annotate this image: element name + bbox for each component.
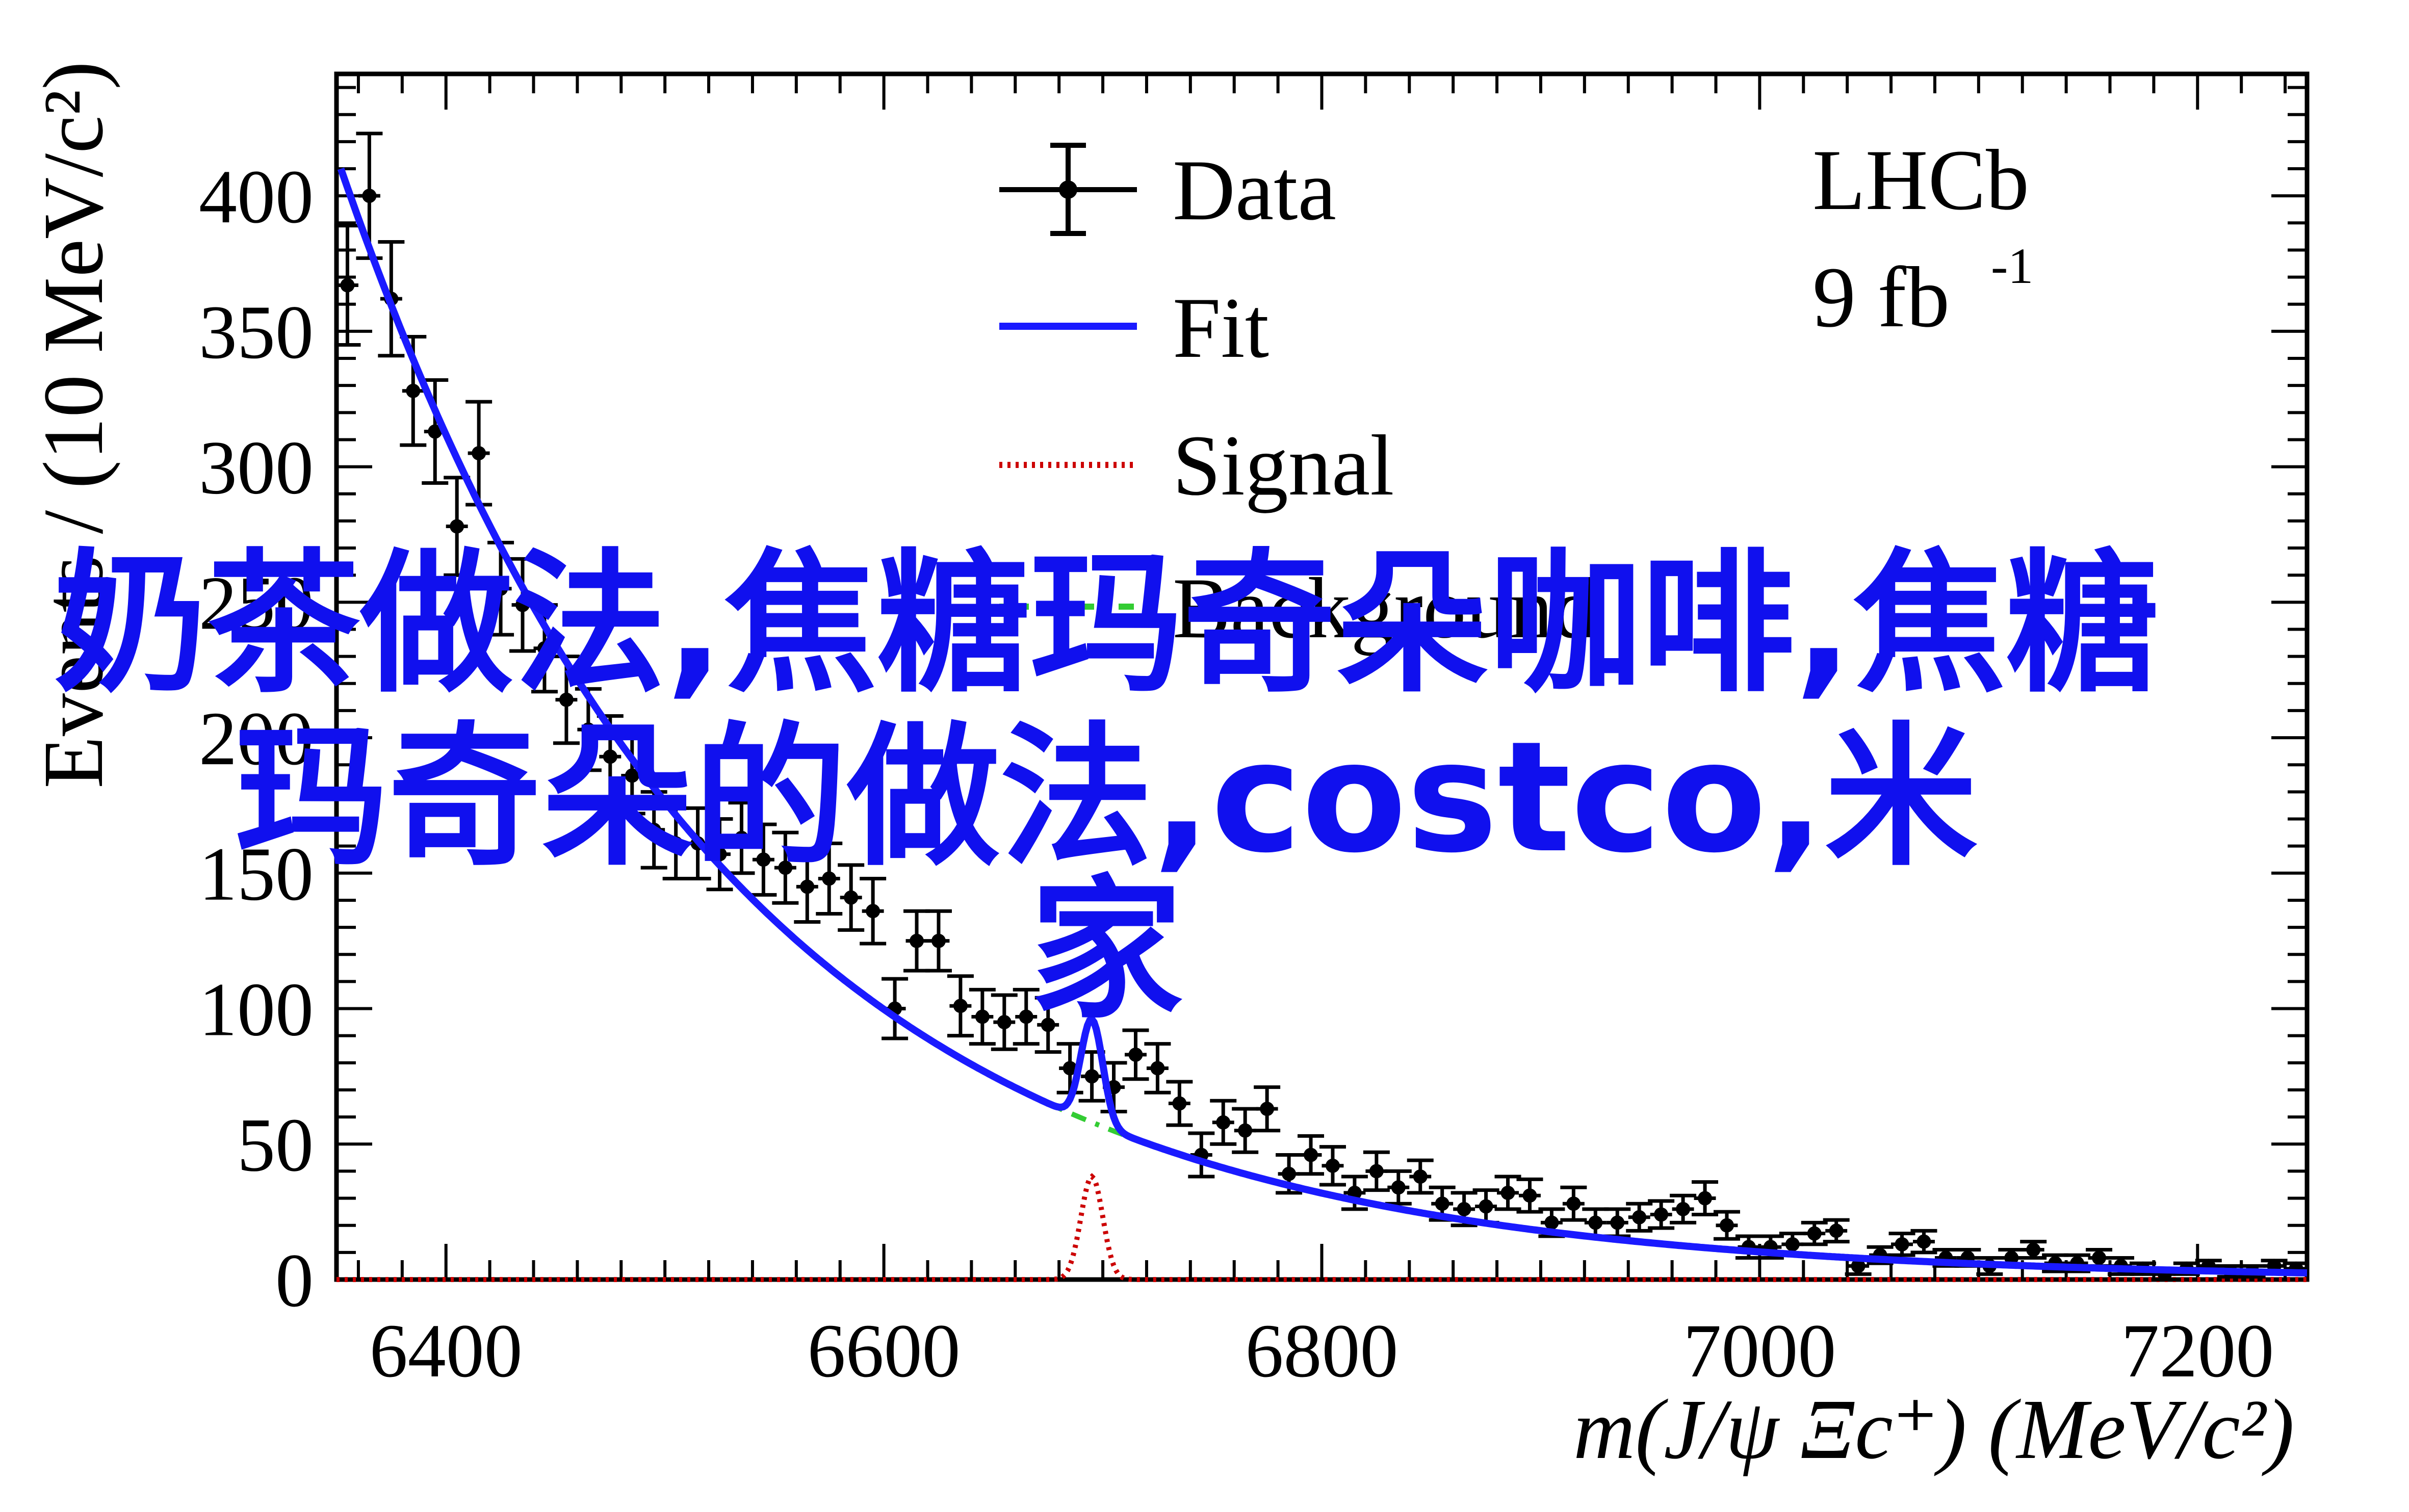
data-point	[1626, 1202, 1653, 1233]
data-point	[553, 655, 580, 745]
data-point	[838, 863, 865, 932]
data-point	[1144, 1042, 1171, 1094]
x-tick-label: 7200	[2121, 1309, 2274, 1393]
y-tick-label: 150	[199, 832, 314, 917]
legend-label-background: Background	[1173, 560, 1596, 656]
background-curve	[338, 168, 2308, 1275]
y-axis-title: Events / (10 MeV/c²)	[26, 61, 121, 789]
data-point	[1363, 1150, 1390, 1192]
data-point	[728, 801, 755, 875]
x-axis-title: m(J/ψ Ξc⁺) (MeV/c²)	[1573, 1382, 2294, 1477]
data-point	[1298, 1134, 1325, 1176]
data-point	[487, 540, 514, 637]
data-point	[1823, 1218, 1850, 1244]
signal-curve	[336, 1173, 2307, 1282]
data-point	[1516, 1177, 1543, 1214]
data-point	[1056, 1042, 1083, 1094]
data-point	[772, 830, 799, 905]
data-point	[860, 876, 887, 946]
data-point	[969, 987, 996, 1046]
data-point	[1801, 1220, 1828, 1246]
fit-curve	[337, 167, 2308, 1276]
data-point	[1560, 1185, 1587, 1222]
data-point	[925, 909, 952, 973]
experiment-label: LHCb	[1812, 132, 2029, 228]
x-tick-label: 7000	[1683, 1309, 1836, 1393]
y-tick-label: 200	[199, 696, 314, 781]
x-tick-label: 6600	[808, 1309, 961, 1393]
y-tick-label: 300	[199, 426, 314, 510]
legend-label-fit: Fit	[1173, 280, 1269, 376]
legend-label-data: Data	[1173, 142, 1336, 238]
legend-data-marker	[999, 143, 1137, 236]
data-point	[1232, 1107, 1259, 1154]
data-point	[2064, 1253, 2091, 1273]
data-point	[2020, 1240, 2047, 1260]
data-point	[1407, 1158, 1434, 1195]
data-point	[1910, 1229, 1937, 1255]
data-point	[422, 378, 449, 485]
data-point	[991, 993, 1018, 1051]
data-point	[750, 822, 777, 897]
data-point	[509, 557, 536, 653]
y-tick-label: 400	[199, 154, 314, 239]
data-point	[947, 974, 974, 1038]
data-point	[1888, 1232, 1915, 1257]
data-point	[1166, 1080, 1193, 1127]
data-point	[444, 476, 471, 577]
data-point	[903, 909, 930, 973]
legend-label-signal: Signal	[1173, 418, 1394, 513]
y-tick-label: 50	[237, 1103, 314, 1187]
data-point	[1494, 1175, 1521, 1211]
data-point	[618, 736, 645, 816]
data-point	[1122, 1028, 1149, 1081]
data-point	[334, 224, 361, 347]
luminosity-exponent: -1	[1991, 238, 2033, 294]
x-tick-label: 6800	[1246, 1309, 1398, 1393]
data-point	[1100, 1061, 1127, 1113]
y-tick-label: 250	[199, 561, 314, 645]
data-point	[1385, 1169, 1412, 1206]
data-point	[1472, 1188, 1499, 1224]
data-point	[816, 841, 843, 916]
data-point	[1254, 1085, 1281, 1133]
data-point	[1319, 1145, 1346, 1187]
y-tick-label: 350	[199, 290, 314, 375]
data-point	[1648, 1199, 1675, 1230]
legend: Data Fit Signal Background	[999, 142, 1596, 656]
y-tick-label: 100	[199, 968, 314, 1052]
data-point	[1713, 1210, 1740, 1241]
y-tick-label: 0	[275, 1238, 314, 1323]
x-tick-label: 6400	[370, 1309, 523, 1393]
data-point	[1582, 1207, 1609, 1238]
data-point	[794, 849, 821, 924]
data-point	[1034, 996, 1061, 1054]
data-point	[1670, 1193, 1697, 1224]
data-point	[1013, 987, 1040, 1046]
luminosity-label: 9 fb	[1812, 249, 1950, 345]
data-point	[1210, 1099, 1237, 1146]
data-point	[1692, 1180, 1719, 1216]
